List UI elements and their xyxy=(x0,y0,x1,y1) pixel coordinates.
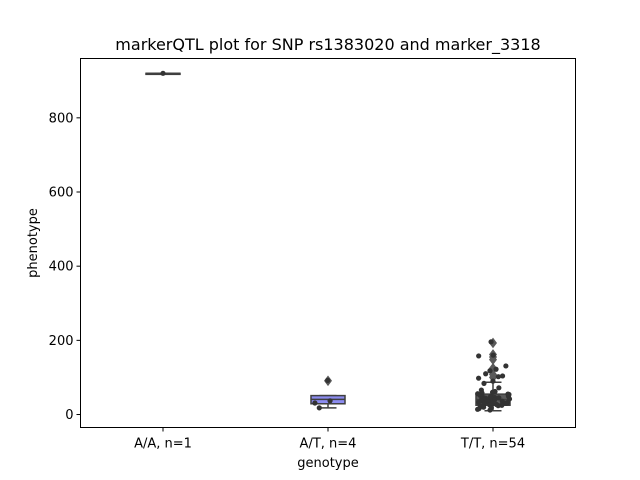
data-point-2-8 xyxy=(495,374,501,380)
data-point-1-1 xyxy=(327,398,333,404)
data-point-1-0 xyxy=(325,377,331,384)
plot-area xyxy=(145,70,513,413)
data-point-2-0 xyxy=(488,339,494,345)
data-point-2-6 xyxy=(483,371,489,377)
data-point-2-5 xyxy=(487,368,493,374)
y-axis-label: phenotype xyxy=(26,208,41,278)
y-tick-label-3: 600 xyxy=(49,186,74,201)
data-point-2-3 xyxy=(503,363,509,369)
x-tick-label-1: A/T, n=4 xyxy=(300,437,357,452)
y-axis: 0 200 400 600 800 xyxy=(49,111,81,423)
x-axis: A/A, n=1 A/T, n=4 T/T, n=54 xyxy=(134,427,525,452)
data-point-2-10 xyxy=(490,378,496,384)
data-point-1-2 xyxy=(312,400,318,406)
data-point-2-52 xyxy=(475,406,481,412)
data-point-2-4 xyxy=(493,366,499,372)
data-point-2-26 xyxy=(496,395,502,401)
x-tick-label-0: A/A, n=1 xyxy=(134,437,192,452)
data-point-2-2 xyxy=(476,353,482,359)
x-tick-label-2: T/T, n=54 xyxy=(460,437,525,452)
x-axis-label: genotype xyxy=(297,456,358,471)
data-point-2-11 xyxy=(481,380,487,386)
data-point-2-32 xyxy=(491,397,498,403)
y-tick-label-2: 400 xyxy=(49,260,74,275)
y-tick-label-1: 200 xyxy=(49,334,74,349)
data-point-2-35 xyxy=(499,398,505,404)
data-point-2-41 xyxy=(503,400,509,406)
data-point-2-53 xyxy=(487,407,493,413)
data-point-2-49 xyxy=(481,404,487,410)
data-point-0-0 xyxy=(160,70,166,76)
data-point-2-38 xyxy=(476,399,482,405)
data-point-2-9 xyxy=(476,375,482,381)
y-tick-label-4: 800 xyxy=(49,111,74,126)
data-point-2-7 xyxy=(499,373,506,379)
data-point-2-1 xyxy=(490,352,496,358)
plot-frame xyxy=(80,58,576,428)
data-point-2-47 xyxy=(495,403,501,409)
data-point-1-3 xyxy=(316,405,322,411)
data-point-2-12 xyxy=(496,385,502,391)
chart-title: markerQTL plot for SNP rs1383020 and mar… xyxy=(115,35,540,55)
y-tick-label-0: 0 xyxy=(65,408,73,423)
